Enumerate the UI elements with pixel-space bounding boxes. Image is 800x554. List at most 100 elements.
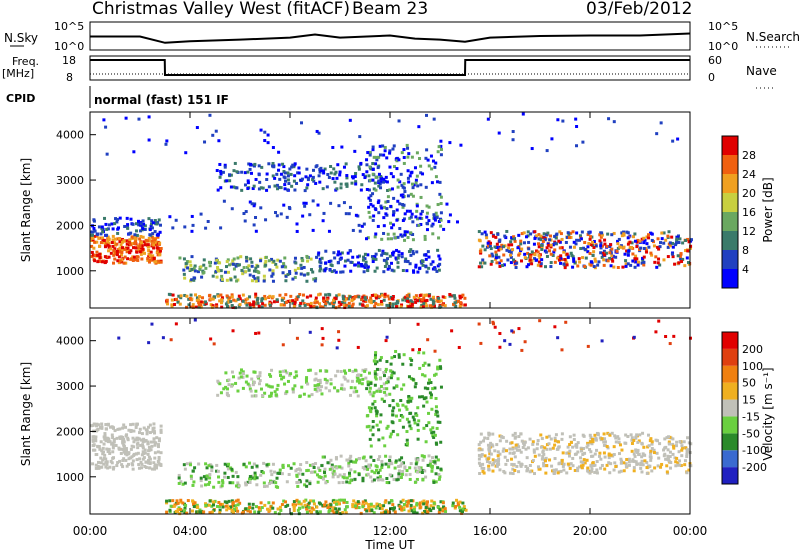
power-cell xyxy=(215,305,219,309)
power-cell xyxy=(305,167,309,171)
power-cell xyxy=(486,244,490,248)
velocity-cell xyxy=(218,508,222,512)
velocity-cell xyxy=(265,383,269,387)
power-cell xyxy=(506,246,510,250)
power-colorbar-tick-label: 4 xyxy=(742,263,749,276)
velocity-cell xyxy=(218,511,222,515)
power-cell xyxy=(327,292,331,296)
velocity-cell xyxy=(595,468,599,472)
velocity-cell xyxy=(655,451,659,455)
power-cell xyxy=(350,175,354,179)
velocity-cell xyxy=(94,429,98,433)
velocity-cell xyxy=(513,455,517,459)
velocity-cell xyxy=(292,506,296,510)
velocity-cell xyxy=(622,461,626,465)
power-cell xyxy=(390,268,394,272)
velocity-cell xyxy=(308,368,312,372)
velocity-cell xyxy=(99,456,103,460)
power-cell xyxy=(433,267,437,271)
power-cell xyxy=(594,259,598,263)
power-colorbar-swatch xyxy=(722,250,738,269)
velocity-cell xyxy=(260,394,264,398)
velocity-cell xyxy=(589,440,593,444)
power-cell xyxy=(140,225,144,229)
velocity-cell xyxy=(364,465,368,469)
velocity-cell xyxy=(390,499,394,503)
power-cell xyxy=(126,226,130,230)
power-cell xyxy=(564,240,568,244)
power-cell xyxy=(642,255,646,259)
power-cell xyxy=(377,172,381,176)
velocity-cell xyxy=(677,450,681,454)
power-cell xyxy=(358,229,362,233)
power-cell xyxy=(319,267,323,271)
power-cell xyxy=(339,270,343,274)
power-colorbar-tick-label: 16 xyxy=(742,206,756,219)
velocity-cell xyxy=(342,476,346,480)
velocity-cell xyxy=(298,507,302,511)
velocity-cell xyxy=(315,389,319,393)
power-cell xyxy=(199,265,203,269)
power-cell xyxy=(146,239,150,243)
velocity-cell xyxy=(426,500,430,504)
power-cell xyxy=(294,297,298,301)
power-cell xyxy=(228,263,232,267)
power-cell xyxy=(235,186,239,190)
velocity-cell xyxy=(143,464,147,468)
power-cell xyxy=(325,298,329,302)
velocity-cell xyxy=(296,508,300,512)
velocity-cell xyxy=(512,463,516,467)
velocity-cell xyxy=(191,483,195,487)
velocity-cell xyxy=(552,472,556,476)
velocity-cell xyxy=(390,462,394,466)
velocity-cell xyxy=(318,369,322,373)
power-cell xyxy=(351,302,355,306)
power-cell xyxy=(295,229,299,233)
velocity-cell xyxy=(348,393,352,397)
velocity-cell xyxy=(287,472,291,476)
velocity-cell xyxy=(385,426,389,430)
velocity-cell xyxy=(531,440,535,444)
power-cell xyxy=(208,264,212,268)
velocity-cell xyxy=(326,506,330,510)
velocity-cell xyxy=(565,451,569,455)
velocity-cell xyxy=(342,375,346,379)
power-cell xyxy=(368,215,372,219)
power-cell xyxy=(305,256,309,260)
power-cell xyxy=(242,266,246,270)
power-cell xyxy=(193,269,197,273)
power-cell xyxy=(616,242,620,246)
velocity-cell xyxy=(368,509,372,513)
power-cell xyxy=(507,249,511,253)
y-tick-label: 4000 xyxy=(56,129,84,142)
velocity-cell xyxy=(416,423,420,427)
velocity-cell xyxy=(537,467,541,471)
velocity-cell xyxy=(437,510,441,514)
velocity-cell xyxy=(351,505,355,509)
power-cell xyxy=(125,216,129,220)
velocity-cell xyxy=(415,501,419,505)
power-cell xyxy=(636,238,640,242)
velocity-cell xyxy=(549,437,553,441)
power-cell xyxy=(97,236,101,240)
power-cell xyxy=(256,301,260,305)
power-cell xyxy=(262,279,266,283)
power-cell xyxy=(686,237,690,241)
power-cell xyxy=(306,178,310,182)
power-cell xyxy=(323,268,327,272)
velocity-cell xyxy=(369,475,373,479)
velocity-cell xyxy=(220,484,224,488)
power-cell xyxy=(416,184,420,188)
velocity-cell xyxy=(381,478,385,482)
power-cell xyxy=(113,237,117,241)
velocity-cell xyxy=(427,363,431,367)
velocity-cell xyxy=(205,474,209,478)
power-cell xyxy=(340,145,344,149)
power-cell xyxy=(681,241,685,245)
power-cell xyxy=(250,202,254,206)
power-cell xyxy=(227,300,231,304)
power-cell xyxy=(286,174,290,178)
power-cell xyxy=(232,169,236,173)
velocity-cell xyxy=(503,455,507,459)
velocity-cell xyxy=(576,450,580,454)
